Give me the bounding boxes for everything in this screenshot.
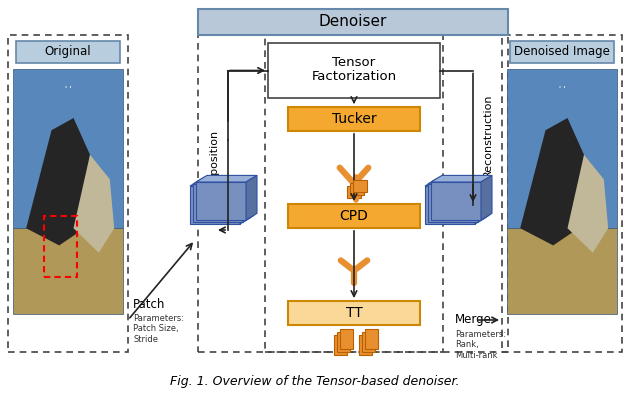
Bar: [193, 184, 243, 222]
Bar: [507, 69, 617, 228]
Polygon shape: [190, 179, 251, 186]
Polygon shape: [431, 175, 492, 182]
Bar: [268, 43, 440, 98]
Bar: [425, 186, 475, 224]
Bar: [431, 182, 481, 220]
Bar: [190, 186, 240, 224]
Text: CPD: CPD: [340, 209, 369, 223]
Bar: [428, 184, 478, 222]
Polygon shape: [240, 179, 251, 224]
Bar: [13, 69, 123, 228]
Text: Parameters:
Rank,
Multi-rank: Parameters: Rank, Multi-rank: [455, 330, 506, 360]
Bar: [365, 329, 378, 349]
Polygon shape: [246, 175, 257, 220]
Text: Parameters:
Patch Size,
Stride: Parameters: Patch Size, Stride: [133, 314, 184, 344]
Text: Original: Original: [45, 46, 91, 58]
Text: Reconstruction: Reconstruction: [483, 93, 493, 177]
Text: Denoiser: Denoiser: [319, 14, 387, 30]
Bar: [8, 35, 128, 352]
Polygon shape: [425, 179, 486, 186]
Bar: [502, 35, 622, 352]
Bar: [362, 332, 375, 352]
Bar: [350, 183, 364, 195]
Polygon shape: [568, 155, 608, 253]
Polygon shape: [428, 178, 489, 184]
Polygon shape: [26, 118, 90, 245]
Bar: [196, 182, 246, 220]
Polygon shape: [475, 179, 486, 224]
Bar: [13, 228, 123, 314]
Bar: [340, 329, 353, 349]
Text: ' ': ' ': [65, 86, 71, 92]
Text: Merge: Merge: [455, 314, 492, 326]
Polygon shape: [193, 178, 254, 184]
Bar: [337, 332, 350, 352]
Bar: [510, 41, 614, 63]
Bar: [353, 180, 367, 192]
Polygon shape: [243, 178, 254, 222]
Polygon shape: [520, 118, 584, 245]
Bar: [44, 216, 77, 277]
Text: TT: TT: [346, 306, 362, 320]
Bar: [334, 335, 347, 355]
Text: Tucker: Tucker: [331, 112, 376, 126]
Text: Fig. 1. Overview of the Tensor-based denoiser.: Fig. 1. Overview of the Tensor-based den…: [170, 376, 460, 388]
Polygon shape: [478, 178, 489, 222]
Text: Decomposition: Decomposition: [209, 128, 219, 212]
Bar: [198, 9, 508, 35]
Bar: [347, 186, 361, 198]
Bar: [288, 301, 420, 325]
Bar: [265, 35, 443, 352]
Bar: [507, 228, 617, 314]
Bar: [288, 204, 420, 228]
Bar: [16, 41, 120, 63]
Text: ' ': ' ': [559, 86, 565, 92]
Text: Patch: Patch: [133, 298, 165, 310]
Polygon shape: [481, 175, 492, 220]
Text: Denoised Image: Denoised Image: [514, 46, 610, 58]
Bar: [198, 35, 508, 352]
Polygon shape: [74, 155, 114, 253]
Bar: [359, 335, 372, 355]
Polygon shape: [196, 175, 257, 182]
Bar: [288, 107, 420, 131]
Text: Tensor
Factorization: Tensor Factorization: [311, 56, 396, 84]
